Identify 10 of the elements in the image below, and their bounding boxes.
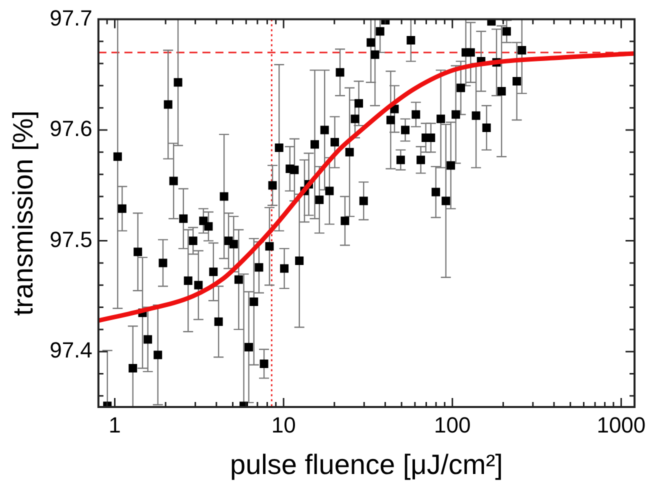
x-tick-label: 10 [271, 412, 296, 438]
x-tick-label: 1000 [596, 412, 646, 438]
y-tick-label: 97.5 [50, 226, 92, 252]
x-tick-label: 1 [108, 412, 121, 438]
x-tick-label: 100 [434, 412, 471, 438]
y-tick-label: 97.7 [50, 5, 92, 30]
y-axis-title: transmission [%] [8, 110, 39, 316]
y-tick-label: 97.6 [50, 116, 92, 142]
x-axis-title: pulse fluence [μJ/cm²] [230, 448, 503, 480]
y-tick-label: 97.4 [50, 338, 92, 363]
